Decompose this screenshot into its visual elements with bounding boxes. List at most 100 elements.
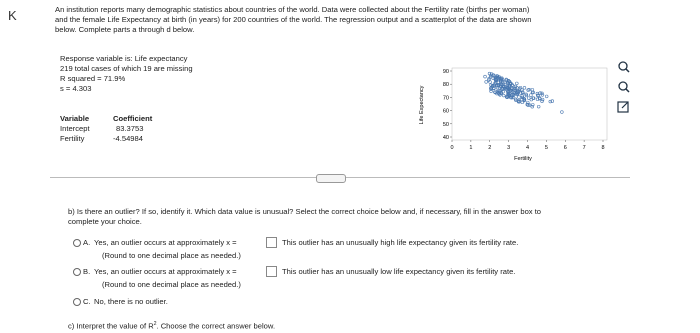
scatter-point xyxy=(502,86,507,91)
y-tick-label: 70 xyxy=(443,95,449,101)
table-cell: Fertility xyxy=(60,134,85,143)
scatter-point xyxy=(512,90,516,94)
scatter-point xyxy=(489,89,493,93)
scatter-point xyxy=(493,90,497,94)
x-tick-label: 8 xyxy=(601,145,604,151)
option-letter: A. xyxy=(83,238,91,247)
answer-box[interactable] xyxy=(266,237,277,248)
scatter-point xyxy=(536,104,541,109)
option-letter: C. xyxy=(83,297,91,306)
plot-frame xyxy=(451,67,608,141)
y-tick-label: 90 xyxy=(443,69,449,75)
intro-line: An institution reports many demographic … xyxy=(55,5,530,14)
scatter-point xyxy=(560,110,564,114)
expand-button[interactable] xyxy=(316,174,346,183)
scatter-point xyxy=(529,97,534,102)
scatter-point xyxy=(515,81,519,86)
option-note: (Round to one decimal place as needed.) xyxy=(102,280,241,289)
scatter-point xyxy=(518,85,523,90)
scatter-point xyxy=(526,100,530,105)
plot-tools xyxy=(617,61,630,113)
scatter-point xyxy=(529,93,533,97)
answer-box[interactable] xyxy=(266,266,277,277)
zoom-out[interactable] xyxy=(618,81,630,93)
scatter-point xyxy=(519,91,523,95)
scatter-point xyxy=(503,80,507,84)
x-axis-label: Fertility xyxy=(514,156,532,162)
question-c: c) Interpret the value of R2. Choose the… xyxy=(68,322,275,330)
x-tick-label: 3 xyxy=(507,145,510,151)
scatter-point xyxy=(530,105,534,109)
scatter-point xyxy=(531,103,535,107)
scatter-point xyxy=(531,90,535,95)
scatter-point xyxy=(504,86,509,90)
scatter-point xyxy=(495,90,499,94)
output-line: s = 4.303 xyxy=(60,84,92,93)
scatter-point xyxy=(537,96,542,101)
scatter-point xyxy=(544,94,549,99)
scatter-point xyxy=(487,78,491,82)
y-tick-label: 50 xyxy=(443,122,449,128)
scatter-point xyxy=(540,91,544,95)
output-line: Response variable is: Life expectancy xyxy=(60,54,188,63)
x-tick-label: 2 xyxy=(488,145,491,151)
zoom-in[interactable] xyxy=(618,61,630,73)
back-button[interactable]: K xyxy=(8,8,17,23)
scatter-point xyxy=(494,78,498,82)
scatter-point xyxy=(520,100,524,105)
scatter-point xyxy=(495,74,499,78)
scatter-point xyxy=(502,93,506,98)
option-note: (Round to one decimal place as needed.) xyxy=(102,251,241,260)
question-text: complete your choice. xyxy=(68,217,142,226)
radio-a[interactable] xyxy=(73,239,81,247)
radio-b[interactable] xyxy=(73,268,81,276)
scatter-point xyxy=(513,84,518,89)
scatter-point xyxy=(489,85,494,90)
y-axis-label: Life Expectancy xyxy=(419,85,425,124)
scatter-point xyxy=(501,90,505,94)
scatter-point xyxy=(520,94,524,98)
scatter-point xyxy=(522,86,527,90)
scatter-point xyxy=(515,92,520,96)
scatter-point xyxy=(527,87,531,92)
scatter-point xyxy=(517,95,521,99)
scatter-point xyxy=(520,90,525,94)
x-tick-label: 4 xyxy=(526,145,529,151)
question-c-text: c) Interpret the value of R xyxy=(68,321,154,331)
scatter-point xyxy=(511,93,516,97)
scatter-point xyxy=(515,92,519,97)
intro-line: and the female Life Expectancy at birth … xyxy=(55,15,532,24)
scatter-point xyxy=(506,92,511,96)
radio-c[interactable] xyxy=(73,298,81,306)
scatter-point xyxy=(489,86,493,90)
scatter-point xyxy=(524,92,528,97)
option-result: This outlier has an unusually high life … xyxy=(282,238,519,247)
x-tick-label: 6 xyxy=(564,145,567,151)
y-tick-label: 80 xyxy=(443,82,449,88)
superscript: 2 xyxy=(153,321,157,327)
question-text: b) Is there an outlier? If so, identify … xyxy=(68,207,542,216)
scatter-point xyxy=(540,99,544,103)
option-text: No, there is no outlier. xyxy=(94,297,168,306)
option-text: Yes, an outlier occurs at approximately … xyxy=(94,267,237,276)
scatter-point xyxy=(536,93,540,98)
open-external[interactable] xyxy=(617,101,629,113)
option-result: This outlier has an unusually low life e… xyxy=(282,267,516,276)
scatter-point xyxy=(516,89,520,93)
scatter-point xyxy=(525,102,529,107)
option-text: Yes, an outlier occurs at approximately … xyxy=(94,238,237,247)
x-tick-label: 1 xyxy=(469,145,472,151)
scatter-point xyxy=(498,93,502,97)
scatter-point xyxy=(499,78,503,82)
output-line: 219 total cases of which 19 are missing xyxy=(60,64,193,73)
table-cell: Intercept xyxy=(60,124,90,133)
option-letter: B. xyxy=(83,267,91,276)
scatterplot: Life Expectancy Fertility 90 80 70 60 50 400 1… xyxy=(419,67,608,162)
scatter-point xyxy=(488,75,493,79)
scatter-point xyxy=(535,91,540,96)
output-line: R squared = 71.9% xyxy=(60,74,126,83)
scatter-point xyxy=(520,95,525,100)
scatter-point xyxy=(508,81,512,86)
scatter-point xyxy=(522,98,526,103)
intro-line: below. Complete parts a through d below. xyxy=(55,25,195,34)
